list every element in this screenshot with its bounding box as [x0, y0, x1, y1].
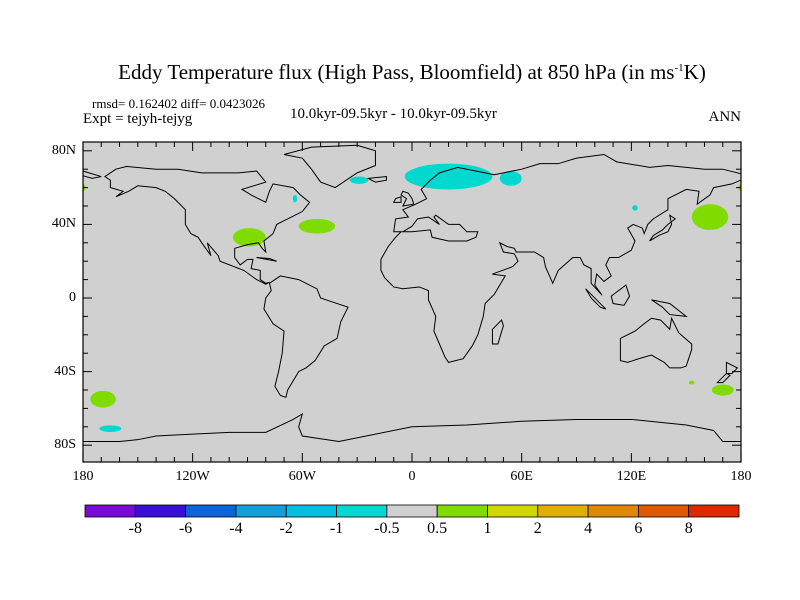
colorbar-label: -8 — [128, 520, 142, 537]
coastline — [726, 362, 737, 373]
colorbar-label: 4 — [584, 520, 593, 537]
colorbar-swatch — [235, 504, 287, 518]
stats-text: rmsd= 0.162402 diff= 0.0423026 — [92, 96, 265, 111]
coastlines — [79, 145, 744, 473]
colorbar-label: 2 — [533, 520, 542, 537]
colorbar-label: -6 — [178, 520, 193, 537]
anomaly-region — [688, 380, 695, 385]
coastline — [257, 258, 277, 262]
coastline — [105, 166, 310, 284]
lon-label: 0 — [408, 469, 416, 484]
colorbar-label: 0.5 — [427, 520, 448, 537]
colorbar-label: 8 — [684, 520, 693, 537]
coastline — [620, 318, 691, 368]
colorbar-swatch — [537, 504, 589, 518]
colorbar-swatch — [84, 504, 136, 518]
lat-label: 80N — [51, 142, 76, 158]
anomaly-region — [632, 205, 638, 211]
coastline — [650, 215, 676, 241]
map-background — [83, 142, 741, 462]
coastline — [611, 285, 629, 305]
colorbar-label: -0.5 — [374, 520, 400, 537]
colorbar-label: 1 — [483, 520, 492, 537]
anomaly-region — [499, 171, 522, 186]
coastline — [381, 154, 745, 362]
coastline — [401, 191, 414, 206]
anomaly-region — [298, 218, 336, 234]
colorbar-swatch — [285, 504, 337, 518]
coastline — [492, 320, 503, 344]
coastline — [79, 414, 744, 473]
colorbar — [84, 504, 740, 518]
anomaly-region — [99, 425, 122, 432]
lon-label: 120W — [175, 469, 210, 484]
anomaly-region — [90, 390, 116, 408]
coastline — [586, 289, 606, 309]
colorbar-swatch — [336, 504, 388, 518]
colorbar-label: 6 — [634, 520, 643, 537]
coastline — [394, 197, 401, 203]
lon-label: 60E — [510, 469, 533, 484]
anomaly-region — [349, 176, 369, 184]
coastline — [284, 145, 375, 187]
colorbar-swatch — [386, 504, 438, 518]
anomaly-region — [711, 384, 734, 396]
coastline — [717, 373, 730, 382]
colorbar-swatch — [637, 504, 690, 518]
colorbar-swatch — [436, 504, 488, 518]
coastline — [264, 276, 348, 397]
colorbar-label: -2 — [279, 520, 293, 537]
lat-label: 80S — [54, 437, 76, 453]
anomaly-region — [404, 163, 493, 190]
colorbar-label: -1 — [329, 520, 344, 537]
experiment-label: Expt = tejyh-tejyg — [83, 111, 193, 127]
map-frame — [82, 141, 742, 463]
colorbar-swatch — [487, 504, 539, 518]
colorbar-swatch — [688, 504, 740, 518]
colorbar-swatch — [134, 504, 187, 518]
coastline — [79, 171, 101, 178]
lon-label: 180 — [72, 469, 94, 484]
anomaly-region — [691, 204, 729, 230]
anomaly-region — [232, 228, 266, 247]
colorbar-swatch — [185, 504, 237, 518]
lat-label: 40N — [51, 216, 76, 232]
lon-label: 180 — [730, 469, 752, 484]
colorbar-swatch — [587, 504, 639, 518]
colorbar-label: -4 — [229, 520, 243, 537]
lon-label: 120E — [616, 469, 647, 484]
lon-label: 60W — [288, 469, 316, 484]
lat-label: 40S — [54, 363, 76, 379]
anomaly-region — [292, 194, 298, 203]
axis-ticks — [82, 142, 742, 462]
coastline — [651, 300, 686, 317]
season-label: ANN — [708, 109, 742, 125]
lat-label: 0 — [69, 290, 76, 305]
coastline — [368, 177, 386, 183]
plot-title: Eddy Temperature flux (High Pass, Bloomf… — [118, 60, 706, 84]
period-label: 10.0kyr-09.5kyr - 10.0kyr-09.5kyr — [290, 106, 497, 122]
